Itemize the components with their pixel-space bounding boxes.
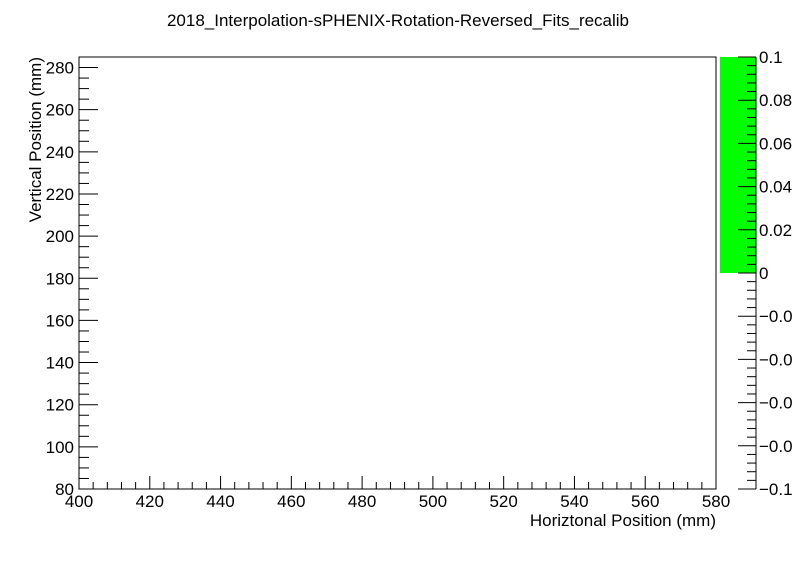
x-tick-label: 420: [136, 492, 164, 511]
color-scale: 0.1 0.08 0.06 0.04 0.02 0 −0.0 −0.0 −0.0 −0.0 −0.1: [720, 48, 793, 499]
color-scale-tick-label: −0.0: [759, 350, 793, 369]
y-tick-label: 180: [46, 269, 74, 288]
color-scale-fill: [720, 57, 756, 273]
color-scale-tick-label: −0.1: [759, 480, 793, 499]
color-scale-tick-label: 0.08: [759, 91, 792, 110]
x-axis-label: Horiztonal Position (mm): [530, 511, 716, 530]
y-axis-label: Vertical Position (mm): [26, 57, 45, 222]
y-axis: 80 100 120 140 160 180 200 220 240 260 280: [46, 56, 98, 499]
y-tick-label: 240: [46, 143, 74, 162]
plot-frame: [78, 56, 717, 490]
x-tick-label: 500: [419, 492, 447, 511]
x-axis: 400 420 440 460 480 500 520 540 560 580: [65, 476, 730, 511]
color-scale-tick-label: 0: [759, 264, 768, 283]
y-tick-label: 100: [46, 438, 74, 457]
y-tick-label: 280: [46, 59, 74, 78]
color-scale-tick-label: 0.04: [759, 178, 792, 197]
x-tick-label: 560: [631, 492, 659, 511]
x-tick-label: 400: [65, 492, 93, 511]
color-scale-tick-label: 0.1: [759, 48, 783, 67]
x-tick-label: 540: [560, 492, 588, 511]
color-scale-tick-label: −0.0: [759, 437, 793, 456]
color-scale-tick-label: 0.06: [759, 134, 792, 153]
y-tick-label: 120: [46, 396, 74, 415]
y-tick-label: 80: [55, 480, 74, 499]
y-tick-label: 220: [46, 185, 74, 204]
x-tick-label: 440: [206, 492, 234, 511]
x-tick-label: 460: [277, 492, 305, 511]
y-tick-label: 200: [46, 227, 74, 246]
y-tick-label: 160: [46, 311, 74, 330]
color-scale-tick-label: −0.0: [759, 394, 793, 413]
x-tick-label: 580: [702, 492, 730, 511]
x-tick-label: 520: [489, 492, 517, 511]
y-tick-label: 140: [46, 354, 74, 373]
y-tick-label: 260: [46, 101, 74, 120]
chart-title: 2018_Interpolation-sPHENIX-Rotation-Reve…: [167, 11, 629, 30]
color-scale-tick-label: −0.0: [759, 307, 793, 326]
x-tick-label: 480: [348, 492, 376, 511]
color-scale-tick-label: 0.02: [759, 221, 792, 240]
